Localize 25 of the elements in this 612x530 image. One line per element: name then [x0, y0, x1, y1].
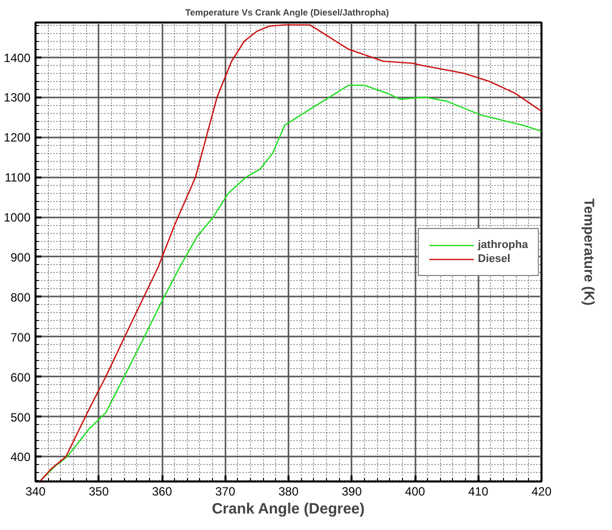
x-tick-label: 420 [531, 484, 552, 498]
y-tick-label: 800 [10, 290, 31, 304]
legend-label: jathropha [478, 238, 528, 250]
x-axis-title: Crank Angle (Degree) [212, 500, 365, 518]
y-tick-label: 1000 [4, 210, 31, 225]
y-tick-label: 700 [10, 330, 31, 344]
y-tick-label: 900 [10, 250, 31, 264]
x-tick-label: 340 [25, 484, 46, 498]
chart-title: Temperature Vs Crank Angle (Diesel/Jathropha) [185, 8, 389, 18]
y-tick-label: 500 [10, 410, 31, 424]
y-tick-label: 1300 [4, 90, 31, 105]
x-tick-label: 400 [404, 484, 426, 498]
y-tick-label: 600 [10, 370, 31, 384]
x-tick-label: 360 [152, 484, 172, 498]
y-tick-label: 400 [10, 450, 31, 464]
x-tick-label: 390 [342, 484, 362, 498]
y-tick-label: 1100 [4, 170, 31, 185]
x-tick-label: 350 [88, 484, 110, 498]
x-tick-label: 380 [278, 484, 299, 498]
y-axis-title: Temperature (K) [582, 198, 598, 306]
legend-label: Diesel [478, 252, 510, 264]
x-tick-label: 370 [215, 484, 236, 498]
y-tick-label: 1400 [4, 50, 31, 65]
x-tick-label: 410 [468, 484, 489, 498]
y-tick-label: 1200 [4, 130, 31, 145]
